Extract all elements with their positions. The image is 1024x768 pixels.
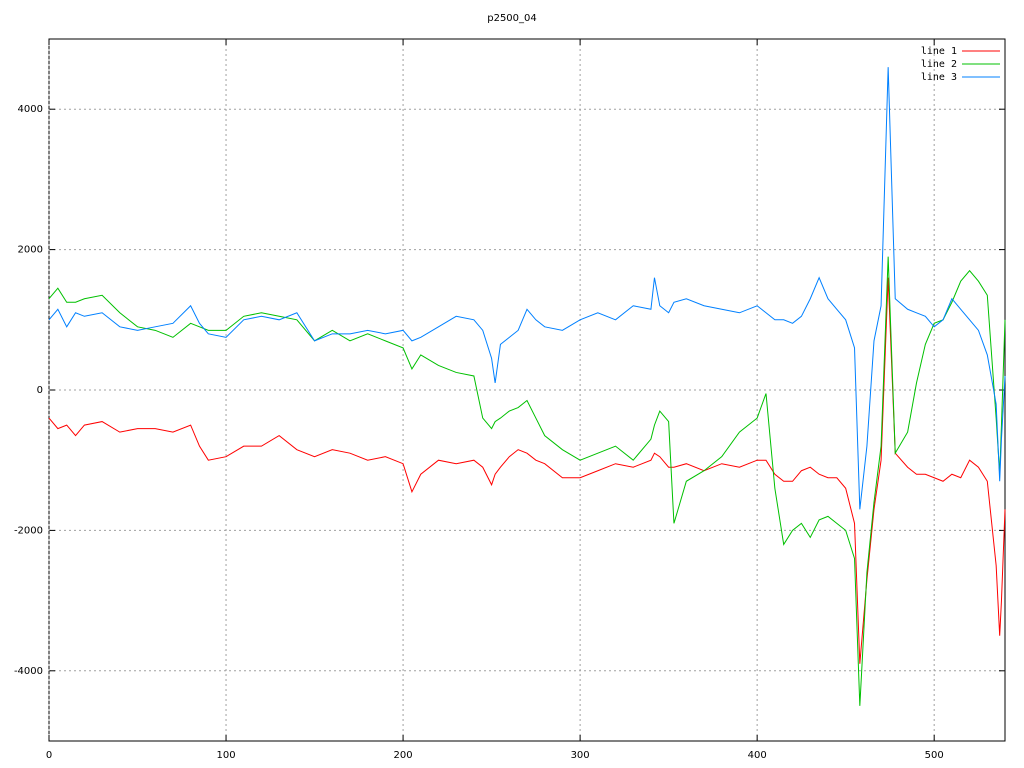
legend-label: line 2 xyxy=(921,59,957,70)
x-tick-label: 200 xyxy=(394,750,413,761)
y-tick-label: 4000 xyxy=(18,104,43,115)
legend: line 1 line 2 line 3 xyxy=(921,46,1000,83)
chart-title: p2500_04 xyxy=(487,13,537,24)
x-tick-label: 100 xyxy=(216,750,235,761)
legend-label: line 3 xyxy=(921,72,957,83)
y-tick-label: -4000 xyxy=(14,666,43,677)
data-line xyxy=(48,256,1006,706)
legend-label: line 1 xyxy=(921,46,957,57)
plot-frame xyxy=(48,38,1006,742)
x-tick-label: 400 xyxy=(748,750,767,761)
x-tick-label: 500 xyxy=(925,750,944,761)
data-line xyxy=(48,277,1006,664)
x-tick-label: 300 xyxy=(571,750,590,761)
y-tick-label: 0 xyxy=(37,385,43,396)
y-tick-label: 2000 xyxy=(18,245,43,256)
y-tick-label: -2000 xyxy=(14,525,43,536)
x-tick-label: 0 xyxy=(46,750,52,761)
data-line xyxy=(48,67,1006,510)
